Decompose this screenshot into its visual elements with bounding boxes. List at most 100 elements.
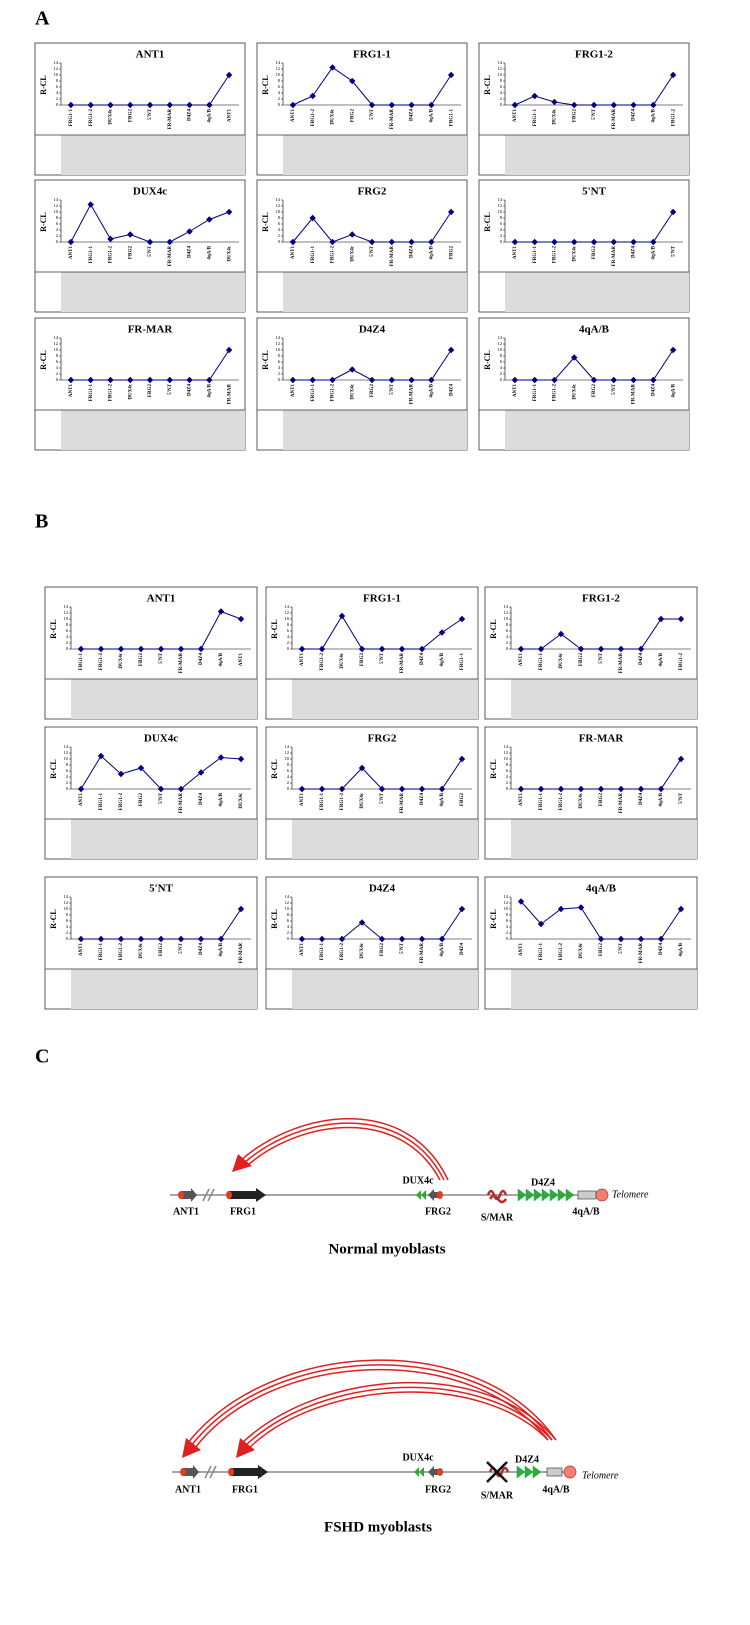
y-tick-label: 10 (276, 209, 281, 214)
y-tick-label: 0 (506, 936, 509, 941)
y-tick-label: 2 (500, 371, 502, 376)
x-tick-label: FRG2 (449, 246, 454, 260)
data-point (217, 935, 225, 943)
data-point (657, 785, 665, 793)
x-tick-label: 4qA/B (429, 383, 434, 397)
x-tick-label: ANT1 (291, 109, 296, 123)
y-tick-label: 8 (56, 215, 59, 220)
x-tick-label: FRG1-1 (460, 653, 465, 671)
y-tick-label: 10 (285, 756, 290, 761)
label: FRG2 (425, 1484, 451, 1495)
data-point (637, 645, 645, 653)
x-tick-label: FRG1-1 (449, 109, 454, 127)
x-tick-label: ANT1 (291, 384, 296, 398)
y-tick-label: 4 (56, 365, 59, 370)
x-tick-label: FRG2 (159, 943, 164, 957)
y-tick-label: 0 (278, 377, 281, 382)
x-tick-label: FRG2 (128, 246, 133, 260)
x-tick-label: FRG1-1 (79, 653, 84, 671)
smar (486, 1189, 508, 1204)
x-tick-label: DUX4c (559, 652, 564, 668)
data-point (650, 238, 657, 246)
data-point (577, 904, 585, 911)
x-tick-label: 4qA/B (671, 383, 676, 397)
data-point (127, 376, 134, 384)
y-tick-label: 8 (56, 353, 59, 358)
data-point (197, 645, 205, 653)
x-tick-label: 4qA/B (651, 108, 656, 122)
x-tick-label: FRG1-2 (559, 943, 564, 961)
y-tick-label: 6 (56, 221, 59, 226)
chart-title: ANT1 (136, 49, 165, 61)
y-tick-label: 12 (54, 341, 59, 346)
data-point (117, 770, 125, 778)
dux4c (416, 1190, 426, 1200)
data-point (458, 615, 466, 623)
x-tick-label: D4Z4 (449, 384, 454, 396)
y-tick-label: 8 (278, 215, 281, 220)
gel (292, 819, 478, 859)
y-tick-label: 6 (278, 359, 281, 364)
y-axis-label: R-CL (270, 909, 279, 929)
data-point (398, 785, 406, 793)
data-point (610, 238, 617, 246)
y-tick-label: 10 (54, 347, 59, 352)
data-point (590, 101, 598, 109)
data-point (571, 238, 578, 246)
data-point (388, 101, 395, 109)
y-tick-label: 14 (498, 335, 503, 340)
x-tick-label: DUX4c (340, 652, 345, 668)
x-tick-label: 4qA/B (207, 383, 212, 397)
data-point (237, 615, 245, 623)
data-point (318, 645, 326, 653)
data-point (67, 376, 75, 384)
y-tick-label: 6 (506, 628, 509, 633)
y-tick-label: 10 (64, 756, 69, 761)
x-tick-label: D4Z4 (199, 653, 204, 665)
data-point (677, 755, 685, 763)
data-point (146, 238, 154, 246)
label: S/MAR (481, 1212, 514, 1223)
x-tick-label: DUX4c (572, 383, 577, 399)
y-tick-label: 8 (56, 78, 59, 83)
data-point (650, 376, 657, 384)
y-tick-label: 0 (56, 102, 59, 107)
data-point (225, 346, 233, 354)
x-tick-label: FRG1-2 (109, 246, 114, 264)
x-tick-label: ANT1 (69, 384, 74, 398)
y-tick-label: 4 (278, 90, 281, 95)
data-point (610, 376, 617, 384)
data-point (166, 238, 173, 246)
x-tick-label: FRG1-2 (119, 793, 124, 811)
x-tick-label: 5'NT (148, 108, 153, 120)
y-tick-label: 4 (278, 365, 281, 370)
data-point (309, 376, 316, 384)
y-tick-label: 6 (500, 221, 503, 226)
x-tick-label: FR-MAR (400, 653, 405, 674)
y-tick-label: 0 (500, 377, 503, 382)
y-axis-label: R-CL (261, 75, 270, 95)
chart-title: FRG2 (358, 186, 387, 198)
data-point (577, 645, 585, 653)
data-point (517, 645, 525, 653)
gene (181, 1188, 197, 1202)
data-point (368, 376, 376, 384)
y-tick-label: 8 (287, 912, 290, 917)
break (202, 1188, 215, 1202)
chart-title: FRG1-1 (363, 593, 401, 605)
x-tick-label: FRG1-1 (539, 653, 544, 671)
data-point (87, 101, 94, 109)
data-point (388, 238, 395, 246)
data-point (408, 238, 415, 246)
data-point (447, 208, 455, 216)
y-tick-label: 8 (66, 912, 69, 917)
x-tick-label: 4qA/B (207, 245, 212, 259)
chart-title: 5'NT (582, 186, 607, 198)
data-point (630, 238, 637, 246)
y-tick-label: 12 (504, 750, 509, 755)
data-point (458, 905, 466, 913)
x-tick-label: ANT1 (513, 384, 518, 398)
data-point (669, 346, 677, 354)
x-tick-label: FRG2 (380, 943, 385, 957)
x-tick-label: 5'NT (390, 383, 395, 395)
